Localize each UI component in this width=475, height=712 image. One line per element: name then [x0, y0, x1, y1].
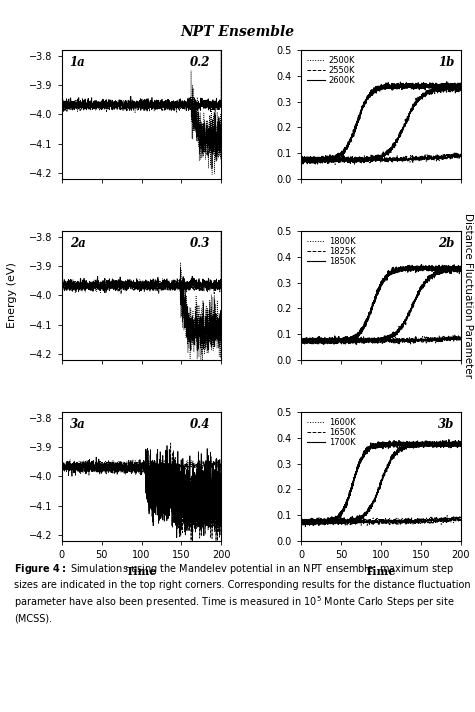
- Text: 1a: 1a: [70, 56, 86, 69]
- Text: 3b: 3b: [438, 419, 455, 431]
- Legend: 2500K, 2550K, 2600K: 2500K, 2550K, 2600K: [305, 54, 357, 87]
- X-axis label: Time: Time: [126, 566, 157, 577]
- Text: 0.3: 0.3: [190, 237, 210, 251]
- Text: 0.2: 0.2: [190, 56, 210, 69]
- Legend: 1600K, 1650K, 1700K: 1600K, 1650K, 1700K: [305, 416, 357, 449]
- X-axis label: Time: Time: [365, 566, 397, 577]
- Text: Distance Fluctuation Parameter: Distance Fluctuation Parameter: [463, 213, 473, 378]
- Text: 1b: 1b: [438, 56, 455, 69]
- Text: 2a: 2a: [70, 237, 86, 251]
- Text: NPT Ensemble: NPT Ensemble: [180, 25, 294, 39]
- Text: 3a: 3a: [70, 419, 86, 431]
- Text: Energy (eV): Energy (eV): [7, 263, 17, 328]
- Text: 2b: 2b: [438, 237, 455, 251]
- Text: 0.4: 0.4: [190, 419, 210, 431]
- Text: $\bf{Figure\ 4:}$ Simulations using the Mandelev potential in an NPT ensemble; m: $\bf{Figure\ 4:}$ Simulations using the …: [14, 562, 471, 624]
- Legend: 1800K, 1825K, 1850K: 1800K, 1825K, 1850K: [305, 235, 357, 268]
